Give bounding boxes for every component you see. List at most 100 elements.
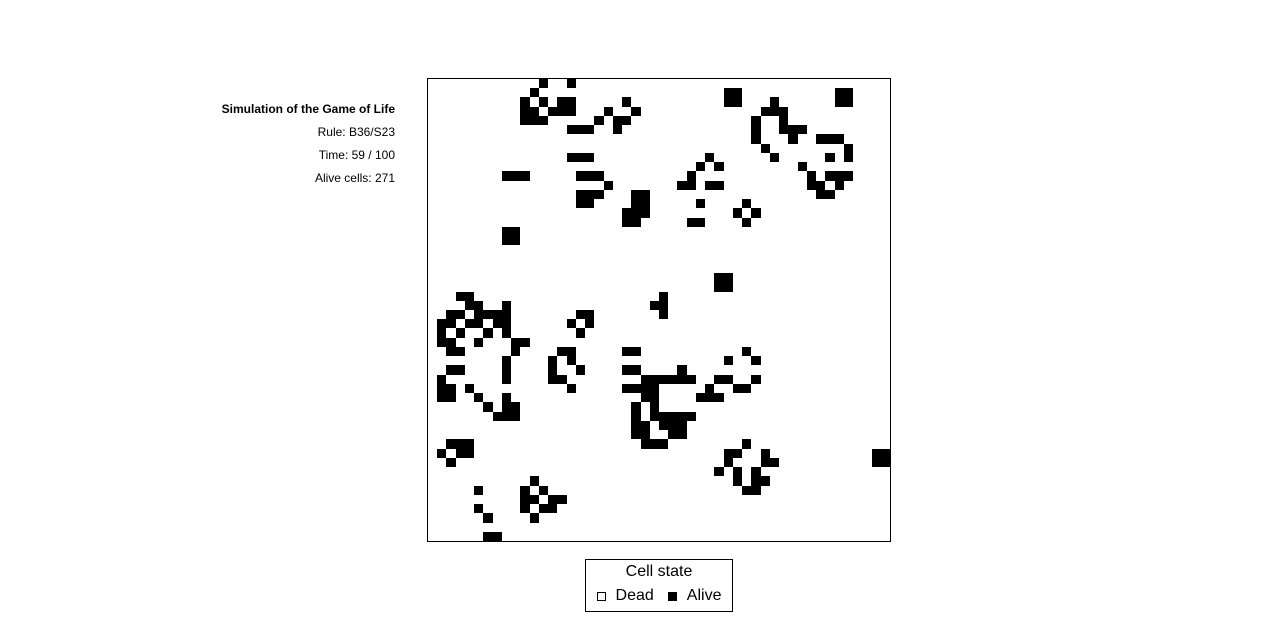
alive-cell xyxy=(761,449,770,458)
alive-cell xyxy=(798,125,807,134)
alive-cell xyxy=(446,319,456,328)
alive-cell xyxy=(502,319,511,328)
alive-cell xyxy=(631,107,641,116)
alive-cell xyxy=(631,421,641,430)
alive-cell xyxy=(567,107,576,116)
alive-cell xyxy=(733,88,742,97)
alive-cell xyxy=(613,116,622,125)
alive-cell xyxy=(437,328,446,338)
alive-cell xyxy=(520,495,530,504)
alive-cell xyxy=(733,476,742,486)
alive-cell xyxy=(677,430,687,439)
alive-cell xyxy=(622,365,631,375)
alive-cell xyxy=(807,171,816,181)
alive-cell xyxy=(530,495,539,504)
alive-cell xyxy=(520,116,530,125)
alive-cell xyxy=(493,412,502,421)
alive-cell xyxy=(585,199,594,208)
alive-cell xyxy=(761,476,770,486)
alive-cell xyxy=(779,125,788,134)
alive-cell xyxy=(724,97,733,107)
alive-cell xyxy=(474,319,483,328)
alive-cell xyxy=(465,384,474,393)
alive-cell xyxy=(576,328,585,338)
alive-cell xyxy=(844,88,853,97)
alive-cell xyxy=(502,328,511,338)
alive-cell xyxy=(594,171,604,181)
alive-cell xyxy=(539,79,548,88)
alive-cell xyxy=(483,532,493,541)
alive-cell xyxy=(446,393,456,402)
alive-cell xyxy=(650,375,659,384)
alive-count-text: Alive cells: 271 xyxy=(314,171,395,185)
alive-cell xyxy=(733,467,742,476)
alive-cell xyxy=(437,393,446,402)
alive-cell xyxy=(733,449,742,458)
alive-cell xyxy=(465,319,474,328)
alive-cell xyxy=(659,301,668,310)
alive-cell xyxy=(539,486,548,495)
alive-cell xyxy=(456,347,465,356)
alive-cell xyxy=(446,347,456,356)
alive-cell xyxy=(872,449,881,458)
alive-cell xyxy=(511,347,520,356)
alive-cell xyxy=(835,88,844,97)
alive-cell xyxy=(585,171,594,181)
alive-cell xyxy=(677,421,687,430)
alive-cell xyxy=(751,134,761,144)
alive-cell xyxy=(641,199,650,208)
alive-cell xyxy=(456,365,465,375)
alive-cell xyxy=(465,301,474,310)
alive-cell xyxy=(557,97,567,107)
alive-cell xyxy=(567,125,576,134)
alive-cell xyxy=(659,421,668,430)
alive-cell xyxy=(641,421,650,430)
alive-cell xyxy=(881,449,890,458)
legend-alive-label: Alive xyxy=(686,587,722,604)
alive-cell xyxy=(761,458,770,467)
alive-cell xyxy=(687,412,696,421)
alive-cell xyxy=(511,412,520,421)
alive-cell xyxy=(751,356,761,365)
alive-cell xyxy=(437,319,446,328)
alive-cell xyxy=(844,144,853,153)
alive-cell xyxy=(585,319,594,328)
alive-cell xyxy=(530,107,539,116)
alive-cell xyxy=(742,199,751,208)
cell-grid xyxy=(428,79,890,541)
alive-cell xyxy=(576,310,585,319)
alive-cell xyxy=(659,412,668,421)
alive-cell xyxy=(641,190,650,199)
alive-cell xyxy=(641,384,650,393)
alive-cell xyxy=(493,319,502,328)
alive-cell xyxy=(576,171,585,181)
alive-cell xyxy=(798,162,807,171)
alive-cell xyxy=(511,402,520,412)
alive-cell xyxy=(631,384,641,393)
alive-cell xyxy=(677,375,687,384)
alive-cell xyxy=(483,328,493,338)
alive-cell xyxy=(576,190,585,199)
alive-cell xyxy=(483,513,493,523)
alive-cell xyxy=(631,208,641,218)
dead-swatch-icon xyxy=(596,591,606,601)
alive-cell xyxy=(650,393,659,402)
alive-cell xyxy=(567,319,576,328)
alive-cell xyxy=(696,218,705,227)
alive-cell xyxy=(705,153,714,162)
alive-cell xyxy=(659,439,668,449)
alive-cell xyxy=(872,458,881,467)
alive-cell xyxy=(696,393,705,402)
alive-cell xyxy=(770,153,779,162)
alive-cell xyxy=(446,439,456,449)
alive-cell xyxy=(724,282,733,292)
simulation-title: Simulation of the Game of Life xyxy=(221,102,395,116)
alive-cell xyxy=(724,449,733,458)
alive-cell xyxy=(474,504,483,513)
time-text: Time: 59 / 100 xyxy=(318,148,395,162)
alive-cell xyxy=(835,97,844,107)
alive-cell xyxy=(548,504,557,513)
alive-cell xyxy=(446,310,456,319)
game-board[interactable] xyxy=(427,78,891,542)
alive-cell xyxy=(733,97,742,107)
